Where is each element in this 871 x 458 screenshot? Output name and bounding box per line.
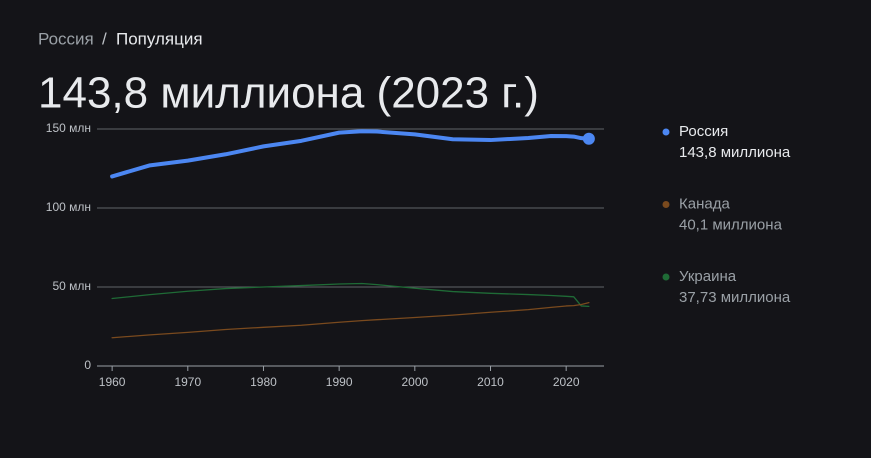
y-tick-label: 150 млн <box>46 121 91 135</box>
legend-name[interactable]: Украина <box>679 268 737 285</box>
chart-title: 143,8 миллиона (2023 г.) <box>38 69 539 118</box>
x-tick-label: 1970 <box>174 375 201 389</box>
y-tick-label: 0 <box>84 358 91 372</box>
breadcrumb-link[interactable]: Россия <box>38 29 94 48</box>
x-tick-label: 1980 <box>250 375 277 389</box>
legend-name[interactable]: Канада <box>679 195 730 212</box>
endpoint-marker <box>582 132 595 145</box>
x-tick-label: 2020 <box>553 375 580 389</box>
breadcrumb-separator: / <box>102 29 107 48</box>
y-tick-label: 50 млн <box>52 279 91 293</box>
series-line <box>111 301 590 339</box>
legend-dot[interactable] <box>662 128 670 136</box>
x-tick-label: 2000 <box>401 375 428 389</box>
legend-dot[interactable] <box>662 273 670 281</box>
legend-value: 40,1 миллиона <box>679 216 783 233</box>
x-tick-label: 1960 <box>99 375 126 389</box>
x-tick-label: 1990 <box>326 375 353 389</box>
legend-name[interactable]: Россия <box>679 123 728 140</box>
series-line <box>111 282 590 308</box>
x-tick-label: 2010 <box>477 375 504 389</box>
breadcrumb-current: Популяция <box>116 29 203 48</box>
legend-value: 143,8 миллиона <box>679 144 791 161</box>
legend-dot[interactable] <box>662 201 670 208</box>
series-line <box>110 129 591 179</box>
y-tick-label: 100 млн <box>46 200 91 214</box>
legend-value: 37,73 миллиона <box>679 289 791 306</box>
